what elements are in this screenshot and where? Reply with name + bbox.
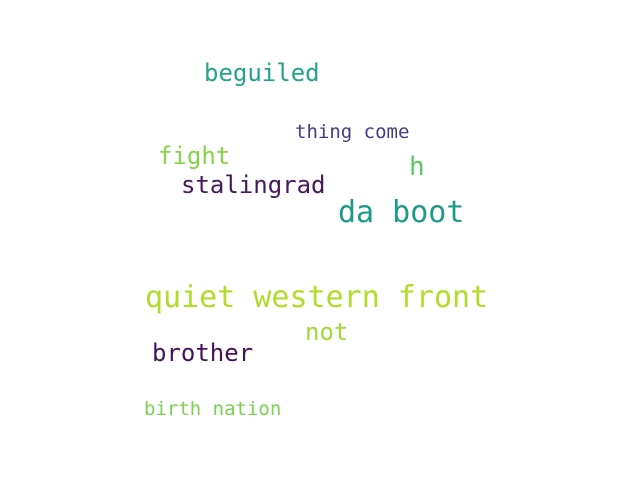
word-fight: fight	[158, 142, 231, 170]
word-beguiled: beguiled	[204, 59, 320, 87]
word-not: not	[305, 318, 349, 346]
word-h: h	[409, 152, 425, 182]
word-quiet-western-front: quiet western front	[145, 280, 489, 315]
word-stalingrad: stalingrad	[181, 171, 326, 199]
word-birth-nation: birth nation	[144, 398, 282, 420]
word-thing-come: thing come	[295, 121, 410, 143]
word-da-boot: da boot	[338, 195, 465, 230]
word-brother: brother	[152, 339, 254, 367]
